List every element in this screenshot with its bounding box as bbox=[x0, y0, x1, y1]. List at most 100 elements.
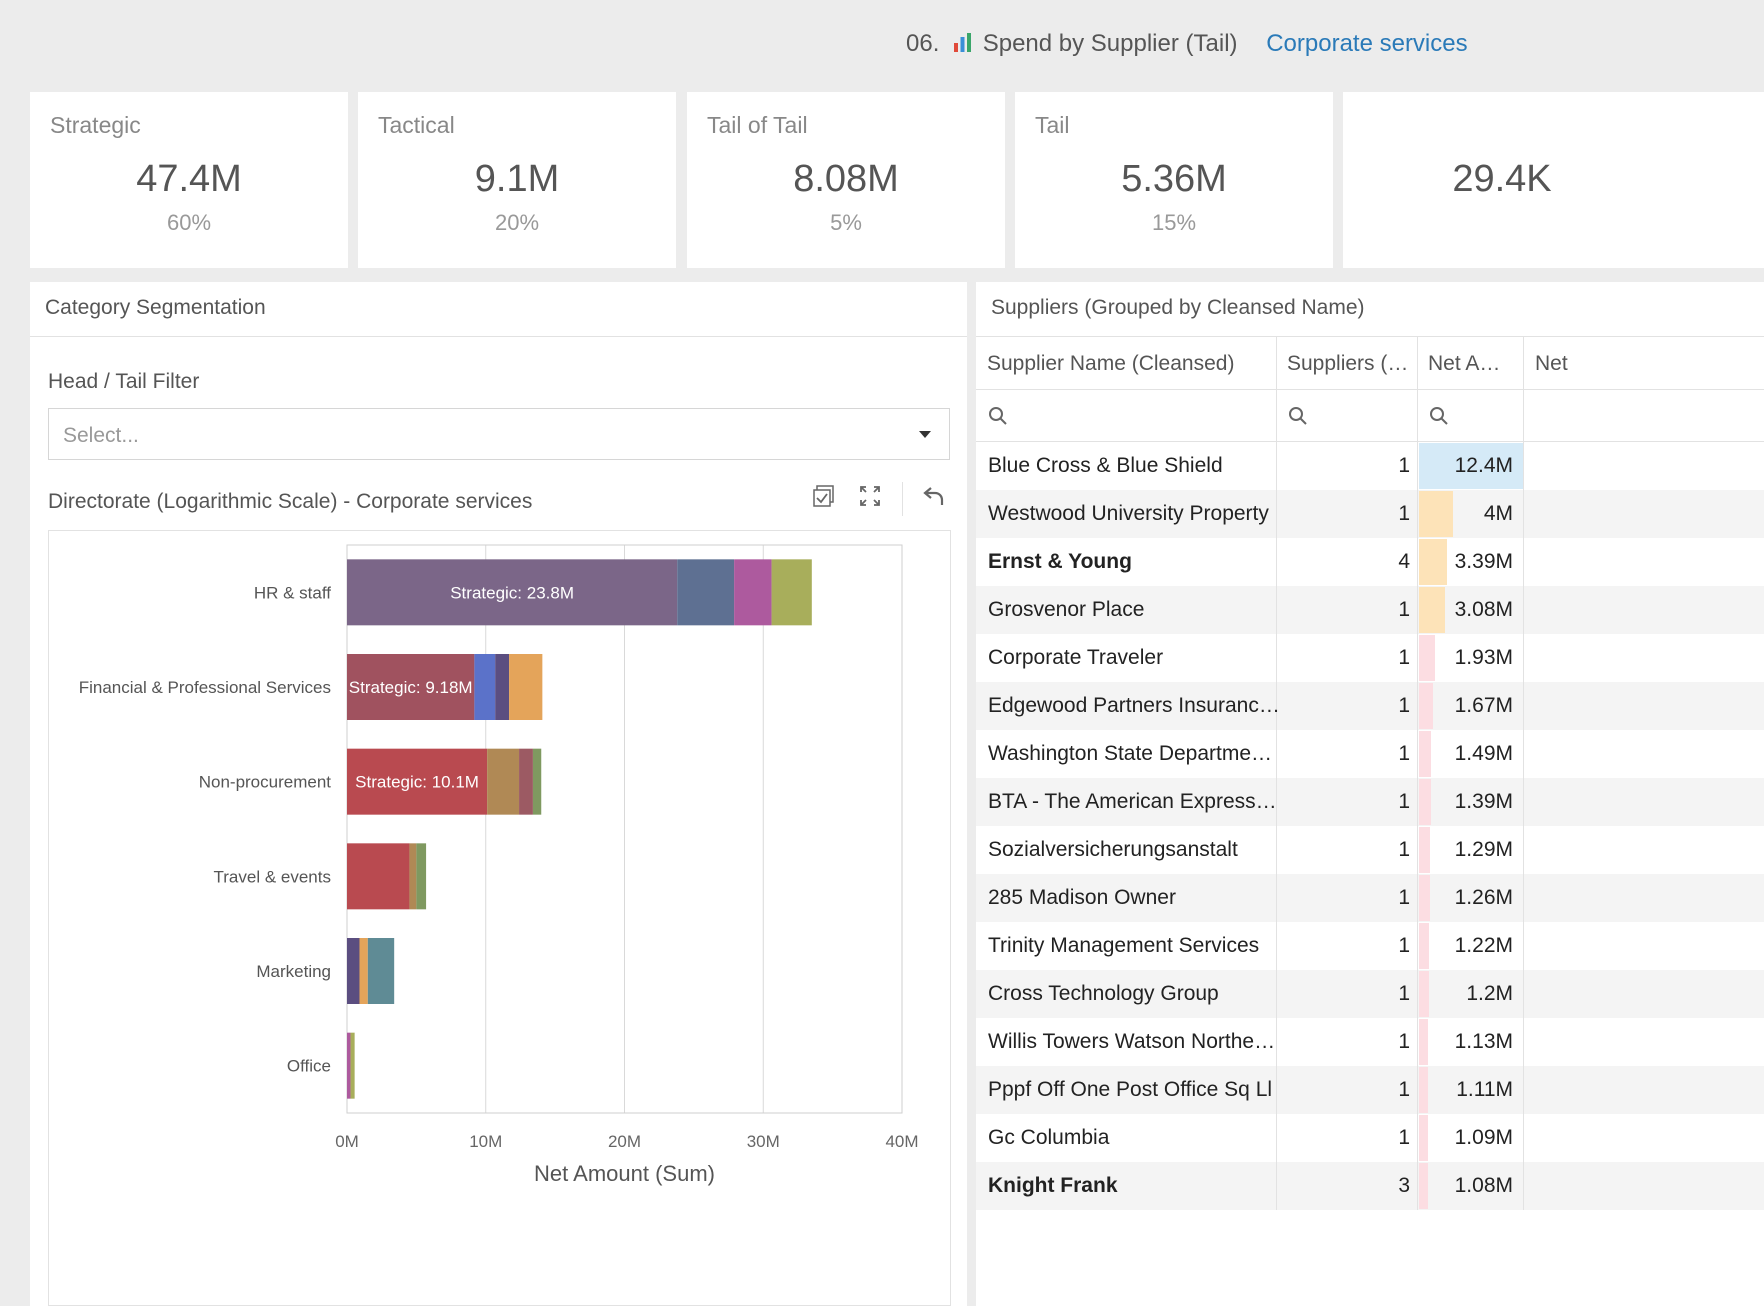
search-icon[interactable] bbox=[988, 406, 1008, 426]
kpi-card-tactical[interactable]: Tactical 9.1M 20% bbox=[358, 92, 676, 268]
column-divider bbox=[1276, 442, 1277, 490]
supplier-count: 1 bbox=[1398, 838, 1410, 861]
data-label: Strategic: 9.18M bbox=[349, 678, 473, 697]
x-tick-label: 40M bbox=[885, 1132, 918, 1151]
column-divider bbox=[1276, 1114, 1277, 1162]
table-row[interactable]: Cross Technology Group 1 1.2M bbox=[976, 970, 1764, 1018]
bar-segment bbox=[350, 1032, 355, 1099]
corporate-services-link[interactable]: Corporate services bbox=[1266, 30, 1468, 57]
table-row[interactable]: Willis Towers Watson Northe… 1 1.13M bbox=[976, 1018, 1764, 1066]
amount-bar bbox=[1419, 875, 1430, 921]
bar-chart-icon bbox=[954, 33, 972, 52]
table-row[interactable]: Grosvenor Place 1 3.08M bbox=[976, 586, 1764, 634]
header-prefix: 06. bbox=[906, 30, 940, 57]
bar-segment bbox=[519, 748, 533, 815]
supplier-name: BTA - The American Express… bbox=[988, 790, 1277, 813]
table-row[interactable]: Gc Columbia 1 1.09M bbox=[976, 1114, 1764, 1162]
bar-segment bbox=[416, 843, 427, 910]
kpi-value: 29.4K bbox=[1452, 158, 1552, 200]
data-label: Strategic: 23.8M bbox=[450, 583, 574, 602]
table-row[interactable]: Blue Cross & Blue Shield 1 12.4M bbox=[976, 442, 1764, 490]
data-label: Strategic: 10.1M bbox=[355, 773, 479, 792]
amount-bar bbox=[1419, 443, 1523, 489]
column-divider bbox=[1276, 336, 1277, 389]
column-divider bbox=[1417, 970, 1418, 1018]
kpi-label: Tail bbox=[1035, 112, 1070, 138]
amount-bar bbox=[1419, 635, 1435, 681]
supplier-name: Willis Towers Watson Northe… bbox=[988, 1030, 1276, 1053]
category-label: Non-procurement bbox=[199, 773, 332, 792]
supplier-count: 4 bbox=[1398, 550, 1410, 573]
supplier-net-amount: 1.39M bbox=[1454, 790, 1513, 813]
table-row[interactable]: 285 Madison Owner 1 1.26M bbox=[976, 874, 1764, 922]
table-row[interactable]: Sozialversicherungsanstalt 1 1.29M bbox=[976, 826, 1764, 874]
kpi-card-strategic[interactable]: Strategic 47.4M 60% bbox=[30, 92, 348, 268]
kpi-card-tail-of-tail[interactable]: Tail of Tail 8.08M 5% bbox=[687, 92, 1005, 268]
column-divider bbox=[1276, 538, 1277, 586]
supplier-count: 1 bbox=[1398, 886, 1410, 909]
search-icon[interactable] bbox=[1288, 406, 1308, 426]
supplier-net-amount: 1.2M bbox=[1466, 982, 1513, 1005]
panel-title: Suppliers (Grouped by Cleansed Name) bbox=[991, 296, 1365, 319]
column-divider bbox=[1276, 390, 1277, 441]
column-divider bbox=[1523, 970, 1524, 1018]
divider bbox=[976, 336, 1764, 337]
kpi-card-count[interactable]: 29.4K bbox=[1343, 92, 1764, 268]
kpi-card-tail[interactable]: Tail 5.36M 15% bbox=[1015, 92, 1333, 268]
column-divider bbox=[1276, 970, 1277, 1018]
column-divider bbox=[1523, 390, 1524, 441]
column-divider bbox=[1523, 1162, 1524, 1210]
col-header-net-amount[interactable]: Net A… bbox=[1428, 352, 1501, 375]
column-divider bbox=[1417, 922, 1418, 970]
category-segmentation-panel: Category Segmentation Head / Tail Filter… bbox=[30, 282, 967, 1306]
column-divider bbox=[1276, 778, 1277, 826]
column-divider bbox=[1276, 490, 1277, 538]
chart-title: Directorate (Logarithmic Scale) - Corpor… bbox=[48, 490, 533, 513]
column-divider bbox=[1276, 922, 1277, 970]
table-row[interactable]: BTA - The American Express… 1 1.39M bbox=[976, 778, 1764, 826]
col-header-net[interactable]: Net bbox=[1535, 352, 1568, 375]
bar-segment bbox=[347, 938, 360, 1004]
select-placeholder: Select... bbox=[63, 424, 139, 447]
fullscreen-icon[interactable] bbox=[852, 478, 888, 514]
supplier-name: Gc Columbia bbox=[988, 1126, 1110, 1149]
table-row[interactable]: Westwood University Property 1 4M bbox=[976, 490, 1764, 538]
bar-segment bbox=[347, 843, 410, 910]
column-divider bbox=[1417, 1162, 1418, 1210]
head-tail-filter-select[interactable]: Select... bbox=[48, 408, 950, 460]
supplier-net-amount: 1.09M bbox=[1454, 1126, 1513, 1149]
kpi-value: 47.4M bbox=[136, 158, 242, 200]
checkbox-icon[interactable] bbox=[806, 478, 842, 514]
supplier-net-amount: 1.29M bbox=[1454, 838, 1513, 861]
kpi-label: Tactical bbox=[378, 112, 455, 138]
supplier-count: 1 bbox=[1398, 982, 1410, 1005]
col-header-suppliers[interactable]: Suppliers (… bbox=[1287, 352, 1409, 375]
bar-segment bbox=[347, 1032, 351, 1099]
supplier-net-amount: 1.49M bbox=[1454, 742, 1513, 765]
col-header-supplier-name[interactable]: Supplier Name (Cleansed) bbox=[987, 352, 1235, 375]
supplier-count: 1 bbox=[1398, 1078, 1410, 1101]
bar-segment bbox=[347, 748, 488, 815]
table-row[interactable]: Corporate Traveler 1 1.93M bbox=[976, 634, 1764, 682]
bar-segment bbox=[734, 559, 772, 626]
search-icon[interactable] bbox=[1429, 406, 1449, 426]
chevron-down-icon bbox=[919, 431, 931, 438]
table-row[interactable]: Washington State Departme… 1 1.49M bbox=[976, 730, 1764, 778]
bar-segment bbox=[347, 559, 678, 626]
amount-bar bbox=[1419, 779, 1431, 825]
column-divider bbox=[1417, 336, 1418, 389]
table-row[interactable]: Knight Frank 3 1.08M bbox=[976, 1162, 1764, 1210]
supplier-name: Trinity Management Services bbox=[988, 934, 1260, 957]
table-row[interactable]: Edgewood Partners Insuranc… 1 1.67M bbox=[976, 682, 1764, 730]
supplier-name: Corporate Traveler bbox=[988, 646, 1164, 669]
kpi-percent: 5% bbox=[830, 210, 862, 235]
table-row[interactable]: Pppf Off One Post Office Sq Ll 1 1.11M bbox=[976, 1066, 1764, 1114]
amount-bar bbox=[1419, 1163, 1428, 1209]
filter-label: Head / Tail Filter bbox=[48, 370, 200, 393]
table-row[interactable]: Ernst & Young 4 3.39M bbox=[976, 538, 1764, 586]
supplier-net-amount: 1.08M bbox=[1454, 1174, 1513, 1197]
undo-icon[interactable] bbox=[916, 478, 952, 514]
supplier-name: Ernst & Young bbox=[988, 550, 1132, 573]
table-row[interactable]: Trinity Management Services 1 1.22M bbox=[976, 922, 1764, 970]
column-divider bbox=[1276, 1162, 1277, 1210]
